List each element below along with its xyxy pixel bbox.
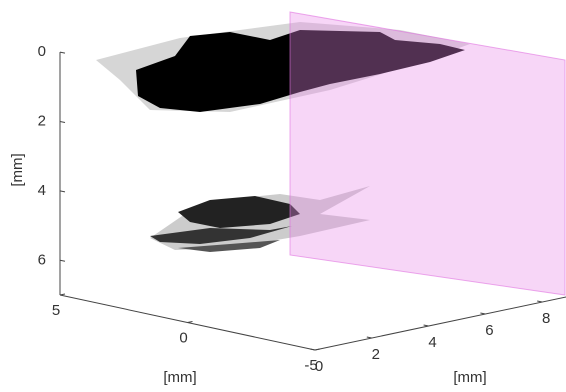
z-tick-label: 6 (38, 251, 46, 268)
x-tick (310, 349, 315, 350)
x-tick-label: 8 (542, 310, 550, 327)
z-tick (60, 260, 65, 261)
z-tick-label: 2 (38, 112, 46, 129)
y-tick-label: 0 (179, 329, 187, 346)
x-tick-label: 2 (372, 346, 380, 363)
y-tick (188, 322, 193, 323)
z-tick-label: 0 (38, 43, 46, 60)
x-tick-label: 6 (485, 322, 493, 339)
y-tick-label: 5 (52, 302, 60, 319)
slice-plane (290, 12, 565, 295)
z-tick (60, 52, 65, 53)
x-tick-label: 4 (428, 334, 436, 351)
chart: [mm] [mm] [mm] 0246-50502468 (0, 0, 566, 392)
y-tick (60, 294, 65, 295)
x-axis (315, 296, 566, 350)
x-tick-label: 0 (315, 358, 323, 375)
x-tick (367, 337, 372, 338)
x-tick (480, 313, 485, 314)
y-tick (315, 349, 320, 350)
z-tick (60, 191, 65, 192)
axis-label: [mm] (453, 369, 486, 386)
z-tick (60, 122, 65, 123)
x-tick (424, 325, 429, 326)
axis-label: [mm] (9, 153, 26, 186)
z-tick-label: 4 (38, 182, 46, 199)
axis-label: [mm] (163, 369, 196, 386)
x-tick (537, 301, 542, 302)
